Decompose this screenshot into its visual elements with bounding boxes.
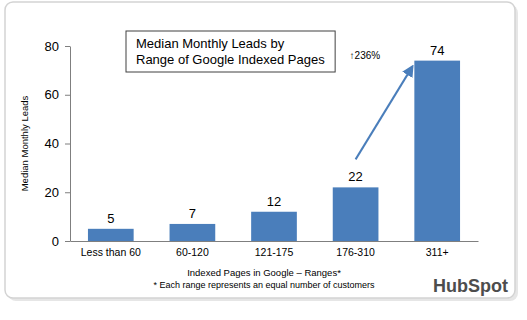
x-axis: Less than 60 60-120 121-175 176-310 311+ <box>71 242 479 259</box>
y-tick-label: 60 <box>45 87 59 102</box>
growth-annotation: ↑236% <box>350 50 381 61</box>
y-tick-mark <box>65 95 70 96</box>
data-label: 7 <box>189 206 196 221</box>
y-tick-label: 0 <box>52 234 59 249</box>
y-tick: 20 <box>45 185 70 200</box>
bars <box>88 61 460 241</box>
logo: HubSpot <box>433 276 508 296</box>
x-tick: Less than 60 <box>81 246 141 258</box>
bar <box>170 224 216 241</box>
data-label: 5 <box>107 211 114 226</box>
y-tick: 40 <box>45 136 70 151</box>
data-label: 12 <box>267 194 281 209</box>
plot: 0 20 40 60 80 Less than 60 60-120 121-175 176-31… <box>45 31 479 258</box>
bar <box>333 187 379 241</box>
y-axis-title: Median Monthly Leads <box>19 95 30 191</box>
y-tick: 0 <box>52 234 70 249</box>
chart: 0 20 40 60 80 Less than 60 60-120 121-175 176-31… <box>0 0 527 320</box>
footnote: * Each range represents an equal number … <box>153 280 375 290</box>
y-tick: 80 <box>45 39 70 54</box>
x-tick-label: Less than 60 <box>81 246 141 258</box>
x-tick-label: 60-120 <box>176 246 209 258</box>
x-axis-title: Indexed Pages in Google – Ranges* <box>187 267 341 278</box>
y-tick-mark <box>65 241 70 242</box>
y-tick-mark <box>65 144 70 145</box>
bar <box>414 61 460 241</box>
y-axis: 0 20 40 60 80 <box>45 39 71 249</box>
y-tick-mark <box>65 46 70 47</box>
growth-arrow <box>356 67 413 160</box>
data-label: 74 <box>430 43 444 58</box>
x-tick: 121-175 <box>255 246 294 258</box>
title: Median Monthly Leads byRange of Google I… <box>136 36 325 67</box>
x-tick-label: 311+ <box>426 246 449 258</box>
y-axis-line <box>70 47 71 242</box>
y-tick-label: 20 <box>45 185 59 200</box>
x-tick-label: 176-310 <box>336 246 375 258</box>
x-tick: 60-120 <box>176 246 209 258</box>
x-tick: 176-310 <box>336 246 375 258</box>
x-tick: 311+ <box>426 246 449 258</box>
x-tick-label: 121-175 <box>255 246 294 258</box>
title-box: Median Monthly Leads byRange of Google I… <box>126 31 335 72</box>
y-tick-label: 40 <box>45 136 59 151</box>
y-tick-mark <box>65 192 70 193</box>
y-tick-label: 80 <box>45 39 59 54</box>
y-tick: 60 <box>45 87 70 102</box>
bar <box>251 212 297 241</box>
bar <box>88 229 134 241</box>
panel <box>5 2 515 298</box>
title-frame <box>126 31 335 72</box>
x-axis-line <box>71 241 479 242</box>
data-label: 22 <box>348 169 362 184</box>
